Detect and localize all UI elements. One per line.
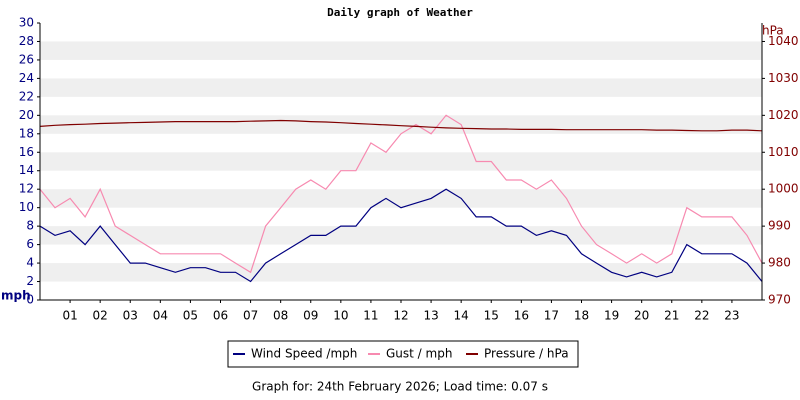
- x-tick-label: 01: [62, 309, 77, 323]
- y2-tick-label: 1000: [768, 182, 799, 196]
- series-line: [39, 114, 763, 274]
- y-tick-label: 8: [26, 219, 34, 233]
- y-tick-label: 22: [19, 89, 34, 103]
- x-tick-label: 02: [93, 309, 108, 323]
- x-tick-label: 19: [604, 309, 619, 323]
- x-tick-label: 17: [544, 309, 559, 323]
- x-tick-label: 22: [694, 309, 709, 323]
- x-tick-label: 04: [153, 309, 168, 323]
- y2-tick-label: 990: [768, 219, 791, 233]
- x-tick-label: 14: [454, 309, 469, 323]
- x-tick-label: 03: [123, 309, 138, 323]
- x-tick-label: 09: [303, 309, 318, 323]
- x-tick-label: 21: [664, 309, 679, 323]
- y-tick-label: 12: [19, 182, 34, 196]
- grid-band: [40, 41, 762, 60]
- x-tick-label: 07: [243, 309, 258, 323]
- series-line: [39, 119, 763, 132]
- legend-box: [227, 340, 579, 368]
- y2-tick-label: 1010: [768, 145, 799, 159]
- y2-tick-label: 970: [768, 293, 791, 307]
- legend-label: Gust / mph: [386, 347, 452, 361]
- x-tick-label: 20: [634, 309, 649, 323]
- x-tick-label: 12: [393, 309, 408, 323]
- y-tick-label: 16: [19, 145, 34, 159]
- y-tick-label: 26: [19, 52, 34, 66]
- grid-band: [40, 78, 762, 97]
- grid-band: [40, 152, 762, 171]
- x-tick-label: 10: [333, 309, 348, 323]
- y2-axis-label: hPa: [762, 24, 784, 38]
- chart-title: Daily graph of Weather: [327, 6, 473, 19]
- y-tick-label: 4: [26, 256, 34, 270]
- x-tick-label: 11: [363, 309, 378, 323]
- y-tick-label: 24: [19, 71, 34, 85]
- legend-label: Pressure / hPa: [484, 347, 569, 361]
- x-tick-label: 05: [183, 309, 198, 323]
- y-tick-label: 20: [19, 108, 34, 122]
- y-tick-label: 0: [26, 293, 34, 307]
- y-tick-label: 2: [26, 274, 34, 288]
- y-tick-label: 6: [26, 237, 34, 251]
- y-tick-label: 30: [19, 16, 34, 30]
- y-axis-label: mph: [1, 289, 31, 303]
- y2-tick-label: 980: [768, 256, 791, 270]
- y2-tick-label: 1020: [768, 108, 799, 122]
- y2-tick-label: 1040: [768, 34, 799, 48]
- x-tick-label: 06: [213, 309, 228, 323]
- x-tick-label: 13: [423, 309, 438, 323]
- series-line: [39, 188, 763, 283]
- plot: [39, 114, 763, 283]
- x-tick-label: 16: [514, 309, 529, 323]
- y2-tick-label: 1030: [768, 71, 799, 85]
- legend-label: Wind Speed /mph: [251, 347, 357, 361]
- y-tick-label: 10: [19, 200, 34, 214]
- y-tick-label: 14: [19, 163, 34, 177]
- x-tick-label: 18: [574, 309, 589, 323]
- grid-band: [40, 189, 762, 208]
- grid-band: [40, 263, 762, 282]
- footer: Graph for: 24th February 2026; Load time…: [252, 380, 548, 394]
- x-tick-label: 23: [724, 309, 739, 323]
- x-tick-label: 15: [484, 309, 499, 323]
- x-tick-label: 08: [273, 309, 288, 323]
- grid-band: [40, 115, 762, 134]
- y-tick-label: 18: [19, 126, 34, 140]
- y-tick-label: 28: [19, 34, 34, 48]
- grid-band: [40, 226, 762, 245]
